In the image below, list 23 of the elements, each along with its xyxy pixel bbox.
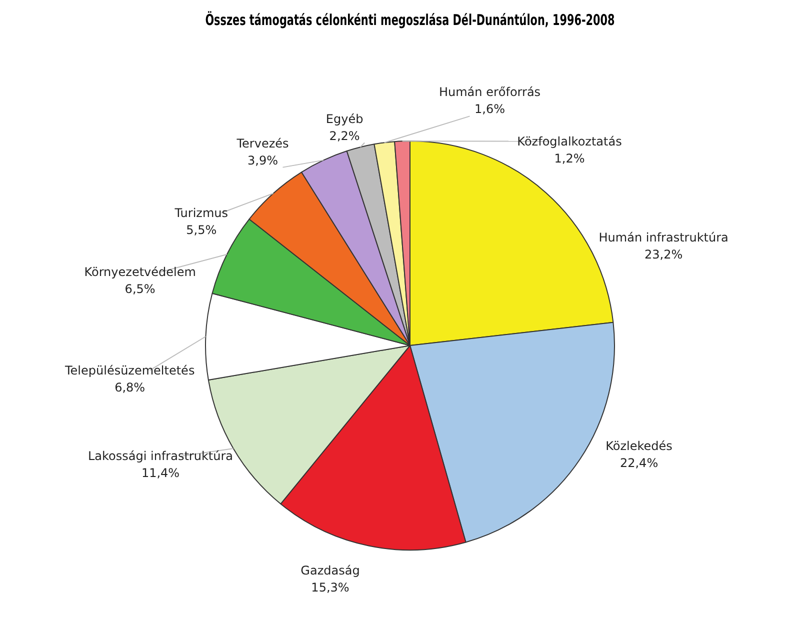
data-label: 2,2% xyxy=(329,128,360,143)
slice-label: Környezetvédelem xyxy=(84,265,196,280)
slice-label: Településüzemeltetés xyxy=(64,363,195,378)
chart-title: Összes támogatás célonkénti megoszlása Dél-Dunántúlon, 1996-2008 xyxy=(205,10,615,30)
data-label: 15,3% xyxy=(311,580,350,595)
slice-label: Közfoglalkoztatás xyxy=(517,134,622,148)
data-label: 3,9% xyxy=(248,153,278,168)
data-label: 1,6% xyxy=(474,102,506,116)
slice-label: Turizmus xyxy=(174,206,228,220)
slice-label: Tervezés xyxy=(236,136,289,150)
data-label: 6,5% xyxy=(124,282,156,296)
slice-label: Közlekedés xyxy=(606,438,672,453)
data-label: 5,5% xyxy=(186,222,217,237)
slice-label: Egyéb xyxy=(326,112,364,126)
slice-label: Gazdaság xyxy=(300,564,360,578)
data-label: 6,8% xyxy=(114,380,146,394)
slice-label: Lakossági infrastruktúra xyxy=(88,449,234,464)
data-label: 23,2% xyxy=(644,247,683,262)
data-label: 22,4% xyxy=(620,456,658,470)
slice-label: Humán infrastruktúra xyxy=(598,230,728,244)
data-label: 11,4% xyxy=(141,466,180,480)
slice-label: Humán erőforrás xyxy=(438,85,541,100)
data-label: 1,2% xyxy=(554,151,585,166)
